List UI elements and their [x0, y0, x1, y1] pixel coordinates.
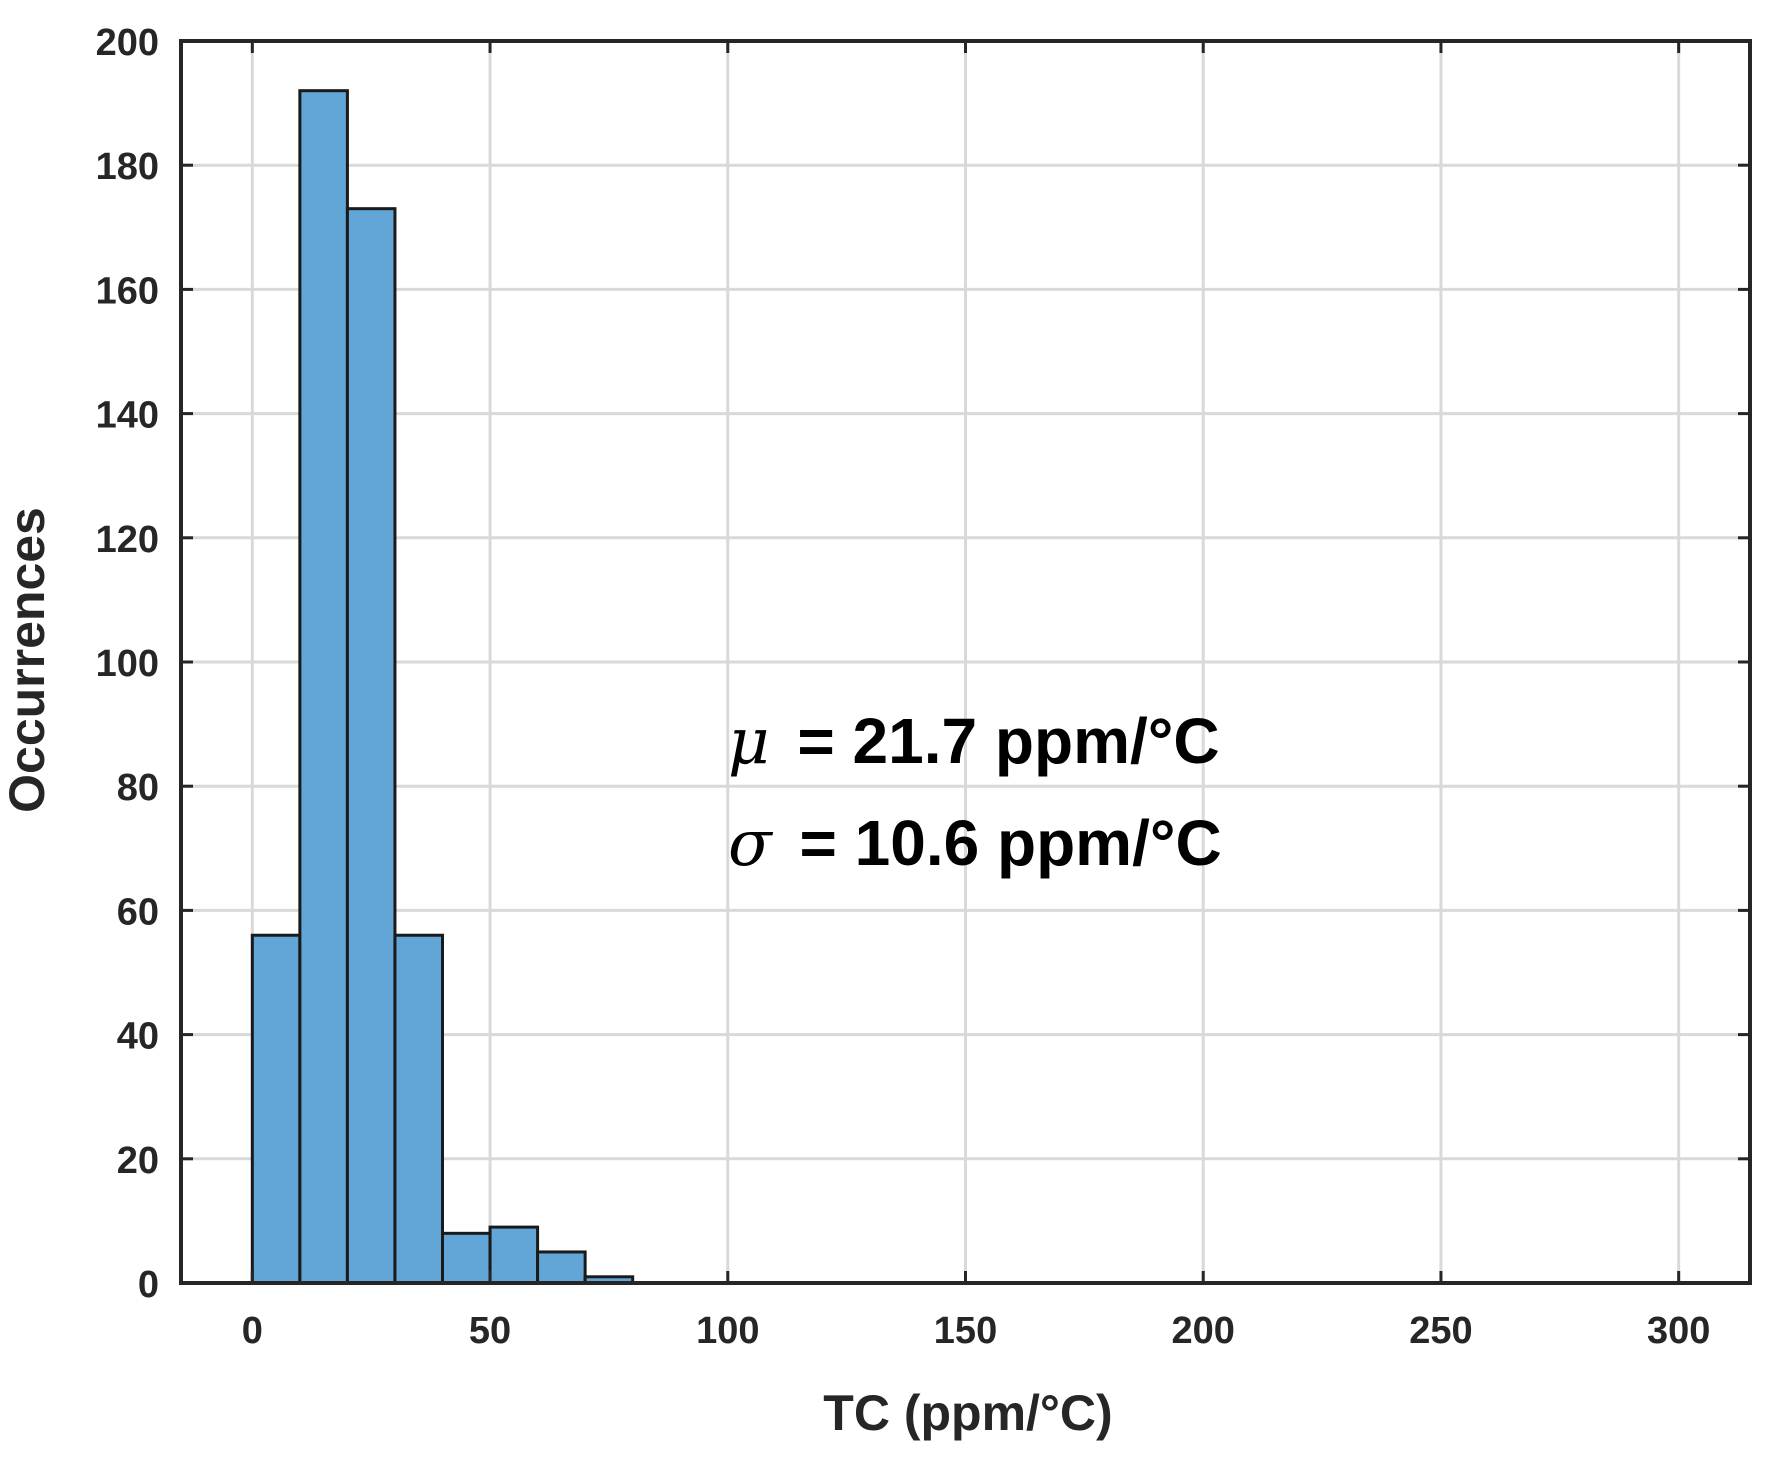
- y-tick-label: 80: [117, 767, 159, 809]
- std-annotation: σ = 10.6 ppm/°C: [728, 807, 1222, 881]
- y-tick-label: 20: [117, 1140, 159, 1182]
- histogram-bar: [488, 1225, 540, 1285]
- x-tick-label: 150: [934, 1310, 997, 1352]
- y-tick-label: 100: [96, 643, 159, 685]
- x-axis-title: TC (ppm/°C): [823, 1385, 1112, 1441]
- mean-value-text: = 21.7 ppm/°C: [780, 705, 1220, 777]
- y-tick-label: 40: [117, 1016, 159, 1058]
- x-tick-label: 250: [1409, 1310, 1472, 1352]
- y-tick-label: 120: [96, 519, 159, 561]
- histogram-bar: [345, 207, 397, 1285]
- y-tick-label: 180: [96, 146, 159, 188]
- x-tick-label: 100: [696, 1310, 759, 1352]
- histogram-bar: [536, 1250, 587, 1285]
- std-value-text: = 10.6 ppm/°C: [782, 807, 1222, 879]
- y-tick-label: 200: [96, 22, 159, 64]
- bar-layer: [250, 89, 635, 1285]
- y-tick-label: 140: [96, 395, 159, 437]
- x-tick-label: 300: [1647, 1310, 1710, 1352]
- y-axis-title: Occurrences: [0, 507, 55, 813]
- histogram-bar: [250, 933, 302, 1285]
- histogram-bar: [393, 933, 445, 1285]
- x-tick-label: 0: [242, 1310, 263, 1352]
- x-tick-label: 50: [469, 1310, 511, 1352]
- tick-layer: 0 50 100 150 200 250 300 0 20 40 60 80 100 120 140 160 1…: [96, 22, 1750, 1352]
- mean-annotation: μ = 21.7 ppm/°C: [728, 705, 1220, 779]
- y-tick-label: 160: [96, 270, 159, 312]
- histogram-bar: [298, 89, 349, 1285]
- histogram-bar: [441, 1231, 492, 1285]
- sigma-symbol: σ: [728, 807, 774, 881]
- y-tick-label: 0: [138, 1264, 159, 1306]
- x-tick-label: 200: [1172, 1310, 1235, 1352]
- mu-symbol: μ: [728, 705, 770, 779]
- y-tick-label: 60: [117, 891, 159, 933]
